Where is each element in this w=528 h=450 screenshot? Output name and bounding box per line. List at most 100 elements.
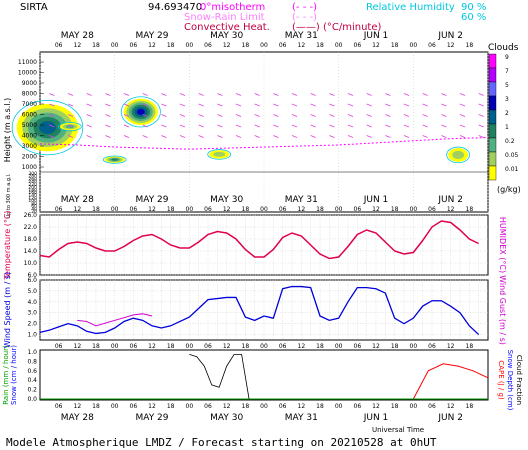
wind-arrow <box>67 135 74 138</box>
hour-tick-label: 12 <box>74 343 82 350</box>
colorbar-swatch <box>488 81 497 97</box>
day-label: JUN 1 <box>363 195 389 205</box>
height-tick-label: 1000 <box>22 164 37 171</box>
y-tick-label: 26.0 <box>24 212 38 219</box>
cloud-contour <box>213 151 226 157</box>
hour-tick-label: 06 <box>130 403 138 410</box>
wind-arrow <box>422 135 428 138</box>
wind-arrow <box>86 93 92 96</box>
day-label: JUN 1 <box>363 31 389 41</box>
hour-tick-label: 12 <box>372 206 380 213</box>
rh-contour <box>207 149 232 160</box>
precip-yticks: 1.0 0.8 0.6 0.4 0.2 0.0 <box>27 349 37 403</box>
wind-arrow <box>478 103 484 107</box>
colorbar-label: 1 <box>505 124 509 131</box>
hour-tick-label: 18 <box>316 403 324 410</box>
hour-tick-label: 12 <box>74 403 82 410</box>
wind-arrow <box>86 103 92 107</box>
hour-tick-label: 18 <box>466 42 474 49</box>
day-label: MAY 30 <box>210 31 243 41</box>
rh-contour <box>120 96 161 128</box>
snowdepth-axis-label: Snow Depth (cm) <box>506 350 514 411</box>
y-tick-label: 5.0 <box>27 288 37 295</box>
hour-tick-label: 06 <box>354 403 362 410</box>
wind-arrow <box>310 103 316 107</box>
wind-arrow <box>366 135 372 138</box>
wind-arrow <box>310 124 316 128</box>
wind-arrow <box>161 114 167 117</box>
hour-tick-label: 12 <box>148 343 156 350</box>
day-label: JUN 2 <box>437 195 463 205</box>
wind-arrow <box>217 124 223 128</box>
wind-arrow <box>179 114 186 117</box>
wind-arrow <box>123 114 130 117</box>
hour-tick-label: 18 <box>316 343 324 350</box>
clouds-panel-frame <box>39 51 489 213</box>
y-tick-label: 6.0 <box>27 272 37 279</box>
colorbar-swatch <box>488 53 497 69</box>
wind-arrow <box>329 135 335 138</box>
hour-tick-label: 00 <box>260 403 268 410</box>
day-label: MAY 29 <box>135 31 168 41</box>
y-tick-label: 1.0 <box>27 349 37 356</box>
wind-arrow <box>142 135 148 138</box>
hour-tick-label: 12 <box>447 343 455 350</box>
wind-arrow <box>347 114 354 117</box>
wind-arrow <box>403 135 410 138</box>
height-axis-label-low: Up to 300 m a.g.l. <box>6 173 12 218</box>
colorbar-swatch <box>488 67 497 83</box>
wind-arrow <box>422 103 428 107</box>
hour-tick-label: 06 <box>279 42 287 49</box>
wind-arrow <box>441 135 447 138</box>
hour-tick-label: 18 <box>167 403 175 410</box>
y-tick-label: 14.0 <box>24 248 38 255</box>
hour-tick-label: 18 <box>391 403 399 410</box>
legend-rh-90: 90 % <box>461 2 486 13</box>
hour-tick-label: 00 <box>186 403 194 410</box>
wind-arrow <box>422 124 428 128</box>
day-label: JUN 1 <box>363 413 389 423</box>
wind-arrow <box>161 135 167 138</box>
wind-arrow <box>291 114 298 117</box>
hour-tick-label: 06 <box>428 343 436 350</box>
humidex-axis-label: HUMIDEX (°C) <box>498 217 507 273</box>
wind-arrow <box>86 135 92 138</box>
hour-tick-label: 12 <box>223 343 231 350</box>
colorbar-label: 3 <box>505 96 509 103</box>
cloud-contour <box>65 125 75 129</box>
hour-tick-label: 06 <box>354 206 362 213</box>
temperature-line <box>39 220 479 260</box>
hour-tick-label: 06 <box>354 343 362 350</box>
wind-arrow <box>198 114 204 117</box>
low-height-tick-label: 80 <box>31 201 37 207</box>
hour-tick-label: 00 <box>410 42 418 49</box>
low-height-tick-label: 60 <box>31 204 37 210</box>
wind-arrow <box>235 93 242 96</box>
day-label: MAY 28 <box>61 413 94 423</box>
height-tick-label: 6000 <box>22 112 37 119</box>
y-tick-label: 0.2 <box>27 387 37 394</box>
hour-tick-label: 18 <box>92 42 100 49</box>
wind-arrows <box>49 93 484 138</box>
hour-tick-label: 18 <box>316 206 324 213</box>
low-height-tick-label: 280 <box>28 174 37 180</box>
hour-tick-label: 12 <box>447 42 455 49</box>
hour-tick-label: 00 <box>260 206 268 213</box>
hour-tick-label: 18 <box>391 42 399 49</box>
wind-arrow <box>478 135 484 138</box>
low-height-tick-label: 40 <box>31 206 37 212</box>
wind-arrow <box>273 114 279 117</box>
wind-arrow <box>161 124 167 128</box>
day-label: MAY 29 <box>135 195 168 205</box>
wind-arrow <box>478 93 484 96</box>
wind-arrow <box>385 93 391 96</box>
wind-arrow <box>310 93 316 96</box>
wind-arrow <box>86 114 92 117</box>
cloud-contour <box>452 150 465 160</box>
hour-tick-label: 12 <box>74 42 82 49</box>
hour-tick-label: 06 <box>354 42 362 49</box>
hour-tick-label: 18 <box>316 42 324 49</box>
height-tick-label: 2000 <box>22 154 37 161</box>
legend-rh-60: 60 % <box>461 12 486 23</box>
